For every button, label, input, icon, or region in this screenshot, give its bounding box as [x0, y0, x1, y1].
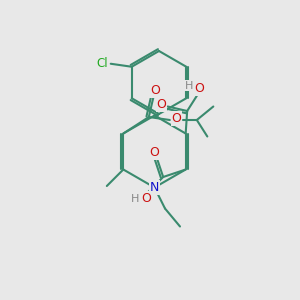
Text: O: O — [149, 146, 159, 160]
Text: O: O — [157, 98, 166, 112]
Text: O: O — [142, 192, 152, 205]
Text: H: H — [130, 194, 139, 204]
Text: O: O — [194, 82, 204, 95]
Text: O: O — [150, 84, 160, 98]
Text: N: N — [150, 181, 159, 194]
Text: H: H — [184, 80, 193, 91]
Text: O: O — [172, 112, 182, 125]
Text: Cl: Cl — [96, 57, 107, 70]
